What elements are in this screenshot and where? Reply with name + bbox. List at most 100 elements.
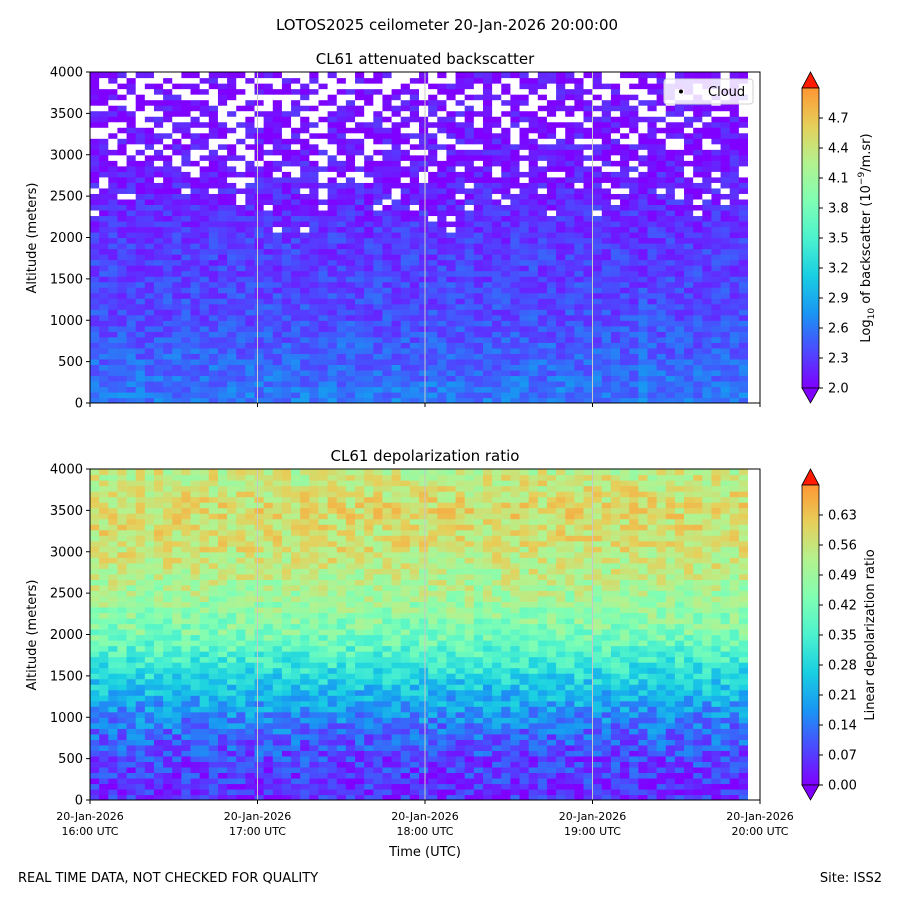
- heatmap-cell: [245, 165, 256, 172]
- heatmap-cell: [208, 298, 219, 305]
- heatmap-cell: [519, 281, 530, 288]
- heatmap-cell: [702, 369, 713, 377]
- heatmap-cell: [446, 116, 457, 123]
- heatmap-cell: [601, 320, 612, 327]
- heatmap-cell: [208, 265, 219, 272]
- heatmap-cell: [300, 259, 310, 266]
- heatmap-cell: [300, 320, 310, 327]
- heatmap-cell: [327, 386, 338, 393]
- heatmap-cell: [610, 298, 621, 305]
- heatmap-cell: [556, 171, 566, 178]
- heatmap-cell: [720, 193, 731, 200]
- heatmap-cell: [638, 777, 649, 785]
- heatmap-cell: [345, 364, 356, 371]
- heatmap-cell: [391, 231, 402, 239]
- heatmap-cell: [318, 198, 329, 205]
- heatmap-cell: [455, 110, 466, 117]
- heatmap-cell: [684, 121, 694, 128]
- heatmap-cell: [181, 176, 192, 183]
- heatmap-cell: [181, 783, 192, 790]
- heatmap-cell: [217, 171, 228, 178]
- heatmap-cell: [629, 761, 639, 768]
- heatmap-cell: [318, 171, 329, 178]
- heatmap-cell: [126, 755, 137, 762]
- heatmap-cell: [153, 110, 164, 117]
- heatmap-cell: [217, 226, 228, 233]
- heatmap-cell: [720, 276, 731, 283]
- heatmap-cell: [501, 231, 511, 239]
- heatmap-cell: [674, 292, 685, 299]
- heatmap-cell: [409, 204, 420, 211]
- heatmap-cell: [620, 110, 630, 117]
- heatmap-cell: [345, 143, 356, 150]
- heatmap-cell: [601, 292, 612, 299]
- heatmap-cell: [556, 347, 566, 354]
- heatmap-cell: [510, 154, 521, 161]
- heatmap-cell: [108, 94, 119, 101]
- heatmap-cell: [629, 309, 639, 316]
- heatmap-cell: [738, 149, 749, 156]
- heatmap-cell: [729, 254, 740, 261]
- heatmap-cell: [738, 397, 749, 403]
- heatmap-cell: [309, 132, 320, 139]
- heatmap-cell: [684, 204, 694, 211]
- heatmap-cell: [729, 353, 740, 360]
- heatmap-cell: [510, 342, 521, 349]
- heatmap-cell: [318, 132, 329, 139]
- heatmap-cell: [135, 127, 146, 134]
- heatmap-cell: [272, 204, 283, 211]
- heatmap-cell: [519, 397, 530, 403]
- heatmap-cell: [482, 303, 493, 310]
- heatmap-cell: [656, 138, 667, 145]
- heatmap-cell: [135, 138, 146, 145]
- heatmap-cell: [153, 342, 164, 349]
- heatmap-cell: [227, 270, 237, 277]
- heatmap-cell: [144, 231, 155, 239]
- heatmap-cell: [281, 132, 292, 139]
- heatmap-cell: [400, 132, 411, 139]
- heatmap-cell: [565, 121, 575, 128]
- heatmap-cell: [702, 788, 713, 796]
- heatmap-cell: [638, 209, 649, 217]
- heatmap-cell: [720, 325, 731, 332]
- heatmap-cell: [473, 386, 484, 393]
- heatmap-cell: [199, 281, 210, 288]
- heatmap-cell: [473, 187, 484, 194]
- heatmap-cell: [720, 105, 731, 112]
- heatmap-cell: [492, 187, 502, 194]
- heatmap-cell: [464, 121, 475, 128]
- heatmap-cell: [181, 127, 192, 134]
- heatmap-cell: [592, 287, 603, 294]
- heatmap-cell: [227, 226, 237, 233]
- heatmap-cell: [711, 259, 722, 266]
- heatmap-cell: [90, 369, 100, 377]
- heatmap-cell: [446, 320, 457, 327]
- heatmap-cell: [153, 204, 164, 211]
- heatmap-cell: [382, 121, 393, 128]
- heatmap-cell: [702, 336, 713, 343]
- heatmap-cell: [364, 320, 374, 327]
- heatmap-cell: [135, 270, 146, 277]
- heatmap-cell: [382, 143, 393, 150]
- heatmap-cell: [391, 176, 402, 183]
- heatmap-cell: [638, 342, 649, 349]
- heatmap-cell: [482, 83, 493, 90]
- heatmap-cell: [336, 369, 347, 377]
- heatmap-cell: [620, 198, 630, 205]
- heatmap-cell: [738, 187, 749, 194]
- heatmap-cell: [355, 83, 365, 90]
- heatmap-cell: [446, 132, 457, 139]
- heatmap-cell: [336, 132, 347, 139]
- heatmap-cell: [738, 276, 749, 283]
- heatmap-cell: [345, 259, 356, 266]
- heatmap-cell: [190, 77, 201, 84]
- heatmap-cell: [208, 149, 219, 156]
- heatmap-cell: [565, 777, 575, 785]
- heatmap-cell: [208, 336, 219, 343]
- heatmap-cell: [419, 231, 429, 239]
- heatmap-cell: [528, 165, 539, 172]
- heatmap-cell: [227, 314, 237, 321]
- heatmap-cell: [738, 347, 749, 354]
- heatmap-cell: [117, 309, 128, 316]
- heatmap-cell: [592, 331, 603, 338]
